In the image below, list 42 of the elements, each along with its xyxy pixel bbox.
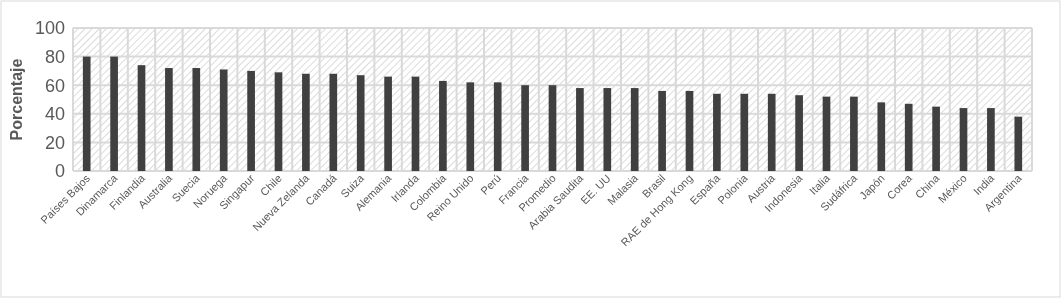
bar bbox=[767, 93, 776, 171]
bar bbox=[850, 96, 858, 171]
y-tick-label: 80 bbox=[44, 46, 65, 67]
bar bbox=[904, 103, 913, 171]
bar bbox=[1014, 116, 1023, 171]
bar bbox=[548, 85, 557, 171]
y-tick-label: 40 bbox=[44, 104, 65, 125]
bar bbox=[959, 108, 968, 171]
y-axis-title: Porcentaje bbox=[8, 58, 25, 141]
bar bbox=[82, 56, 91, 171]
bar bbox=[329, 73, 338, 171]
bar bbox=[658, 90, 666, 171]
bar bbox=[165, 68, 173, 171]
bar bbox=[466, 82, 475, 171]
bar bbox=[932, 106, 940, 171]
y-tick-label: 0 bbox=[54, 161, 65, 182]
bar bbox=[110, 56, 118, 171]
bar bbox=[247, 70, 255, 171]
bar bbox=[576, 88, 584, 171]
bar bbox=[384, 76, 392, 171]
bar bbox=[740, 93, 749, 171]
bar bbox=[493, 82, 502, 171]
bar bbox=[877, 102, 886, 171]
bar bbox=[521, 85, 529, 171]
bar bbox=[137, 65, 146, 171]
bar bbox=[411, 76, 420, 171]
bar bbox=[439, 80, 447, 171]
y-tick-label: 100 bbox=[34, 18, 65, 39]
bar bbox=[356, 75, 365, 171]
bar bbox=[630, 88, 639, 171]
y-tick-label: 20 bbox=[44, 132, 65, 153]
y-tick-label: 60 bbox=[44, 75, 65, 96]
bar bbox=[219, 69, 228, 171]
bar bbox=[822, 96, 831, 171]
bar bbox=[274, 72, 283, 171]
bar bbox=[685, 90, 694, 171]
bar bbox=[302, 73, 310, 171]
bar bbox=[713, 93, 721, 171]
bar bbox=[987, 108, 995, 171]
bar bbox=[192, 68, 201, 171]
bar bbox=[603, 88, 612, 171]
bar bbox=[795, 95, 803, 171]
